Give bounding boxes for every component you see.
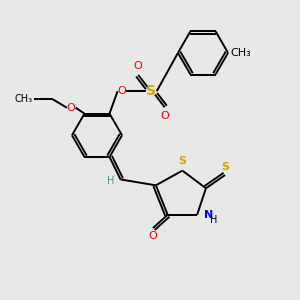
Text: N: N: [205, 210, 214, 220]
Text: O: O: [148, 231, 157, 241]
Text: O: O: [118, 86, 126, 96]
Text: O: O: [67, 103, 76, 113]
Text: CH₃: CH₃: [230, 48, 251, 58]
Text: S: S: [222, 162, 230, 172]
Text: H: H: [210, 215, 218, 225]
Text: H: H: [106, 176, 114, 186]
Text: S: S: [178, 156, 186, 166]
Text: S: S: [146, 84, 157, 98]
Text: O: O: [134, 61, 142, 71]
Text: CH₃: CH₃: [15, 94, 33, 104]
Text: O: O: [160, 111, 169, 121]
